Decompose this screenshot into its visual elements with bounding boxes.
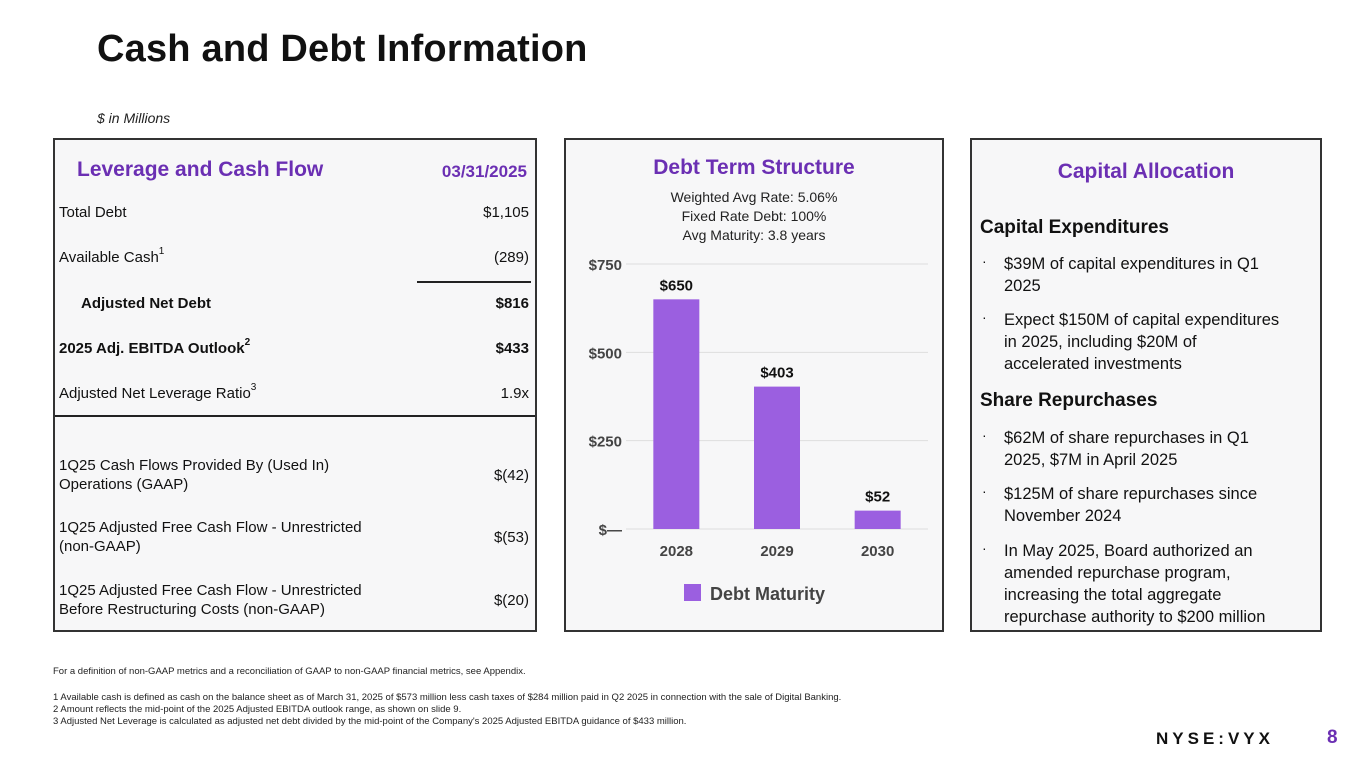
- data-label: $650: [660, 277, 693, 294]
- page-number: 8: [1327, 727, 1338, 748]
- footnote-ref: 2: [244, 337, 251, 348]
- row-label: Total Debt: [59, 204, 127, 221]
- bullet-item: · Expect $150M of capital expenditures i…: [980, 309, 1310, 375]
- y-tick-label: $750: [589, 257, 622, 274]
- debt-panel: Debt Term Structure Weighted Avg Rate: 5…: [564, 138, 944, 632]
- debt-avg-maturity: Avg Maturity: 3.8 years: [682, 227, 826, 243]
- capital-heading: Capital Allocation: [1057, 160, 1235, 183]
- row-label: Adjusted Net Leverage Ratio: [59, 385, 251, 402]
- leverage-panel: Leverage and Cash Flow 03/31/2025 Total …: [53, 138, 537, 632]
- debt-fixed-rate: Fixed Rate Debt: 100%: [681, 208, 827, 224]
- bar-2029: [754, 386, 800, 529]
- debt-weighted-rate: Weighted Avg Rate: 5.06%: [670, 189, 838, 205]
- leverage-date: 03/31/2025: [441, 162, 527, 181]
- bar-2030: [854, 510, 901, 529]
- row-adjusted-net-debt: Adjusted Net Debt $816: [81, 295, 529, 312]
- row-adj-fcf: 1Q25 Adjusted Free Cash Flow - Unrestric…: [59, 518, 529, 556]
- row-label-line1: 1Q25 Cash Flows Provided By (Used In): [59, 457, 330, 474]
- row-label: 2025 Adj. EBITDA Outlook: [59, 340, 245, 357]
- x-tick-label: 2029: [760, 543, 793, 560]
- bullet-dot: ·: [982, 253, 987, 269]
- buyback-heading: Share Repurchases: [980, 390, 1158, 411]
- footnote-intro: For a definition of non-GAAP metrics and…: [53, 666, 526, 677]
- row-label: Adjusted Net Debt: [81, 295, 212, 312]
- row-value: $433: [495, 340, 529, 357]
- subtotal-rule: [417, 281, 531, 283]
- row-label-line2: Operations (GAAP): [59, 476, 189, 493]
- bullet-item: · $125M of share repurchases since Novem…: [980, 483, 1310, 527]
- row-label-line2: (non-GAAP): [59, 538, 141, 555]
- y-tick-label: $—: [599, 522, 622, 539]
- row-label-line1: 1Q25 Adjusted Free Cash Flow - Unrestric…: [59, 519, 362, 536]
- legend-label: Debt Maturity: [710, 584, 825, 604]
- debt-heading: Debt Term Structure: [653, 156, 855, 179]
- bullet-item: · In May 2025, Board authorized an amend…: [980, 540, 1310, 628]
- capital-panel: Capital Allocation Capital Expenditures …: [970, 138, 1322, 632]
- units-note: $ in Millions: [97, 110, 171, 126]
- debt-maturity-chart: $— $250 $500 $750 $650 2028 $403 2029 $52 2030 Deb…: [589, 257, 928, 604]
- data-label: $403: [760, 365, 793, 382]
- y-tick-label: $250: [589, 434, 622, 451]
- row-value: $(20): [493, 591, 529, 609]
- bullet-dot: ·: [982, 427, 987, 443]
- footnote-3: 3 Adjusted Net Leverage is calculated as…: [53, 716, 687, 727]
- row-value: $(42): [493, 466, 529, 484]
- x-tick-label: 2030: [861, 543, 894, 560]
- row-value: $(53): [493, 528, 529, 546]
- row-total-debt: Total Debt $1,105: [59, 204, 529, 221]
- x-tick-label: 2028: [660, 543, 693, 560]
- row-adj-fcf-before-restructuring: 1Q25 Adjusted Free Cash Flow - Unrestric…: [59, 581, 529, 619]
- footnote-1: 1 Available cash is defined as cash on t…: [53, 692, 842, 703]
- bullet-item: · $39M of capital expenditures in Q1 202…: [980, 253, 1310, 297]
- footnote-2: 2 Amount reflects the mid-point of the 2…: [53, 704, 462, 715]
- bullet-item: · $62M of share repurchases in Q1 2025, …: [980, 427, 1310, 471]
- row-label-line2: Before Restructuring Costs (non-GAAP): [59, 601, 325, 618]
- data-label: $52: [865, 489, 890, 506]
- ticker-brand: NYSE:VYX: [1156, 729, 1274, 748]
- bullet-dot: ·: [982, 309, 987, 325]
- row-value: 1.9x: [500, 385, 529, 402]
- row-ebitda-outlook: 2025 Adj. EBITDA Outlook2 $433: [59, 337, 529, 357]
- capex-heading: Capital Expenditures: [980, 217, 1169, 238]
- row-label-line1: 1Q25 Adjusted Free Cash Flow - Unrestric…: [59, 582, 362, 599]
- row-value: (289): [493, 249, 529, 266]
- y-tick-label: $500: [589, 345, 622, 362]
- page-title: Cash and Debt Information: [97, 28, 588, 70]
- bar-2028: [653, 299, 700, 529]
- row-cash-flow-ops: 1Q25 Cash Flows Provided By (Used In) Op…: [59, 456, 529, 494]
- row-label: Available Cash: [59, 249, 159, 266]
- row-value: $1,105: [483, 204, 529, 221]
- legend-swatch: [684, 584, 701, 601]
- section-rule: [55, 415, 535, 417]
- leverage-heading: Leverage and Cash Flow: [77, 158, 324, 181]
- row-leverage-ratio: Adjusted Net Leverage Ratio3 1.9x: [59, 382, 529, 402]
- bullet-dot: ·: [982, 483, 987, 499]
- footnote-ref: 3: [250, 382, 257, 393]
- row-value: $816: [495, 295, 529, 312]
- bullet-dot: ·: [982, 540, 987, 556]
- footnote-ref: 1: [158, 246, 165, 257]
- row-available-cash: Available Cash1 (289): [59, 246, 529, 266]
